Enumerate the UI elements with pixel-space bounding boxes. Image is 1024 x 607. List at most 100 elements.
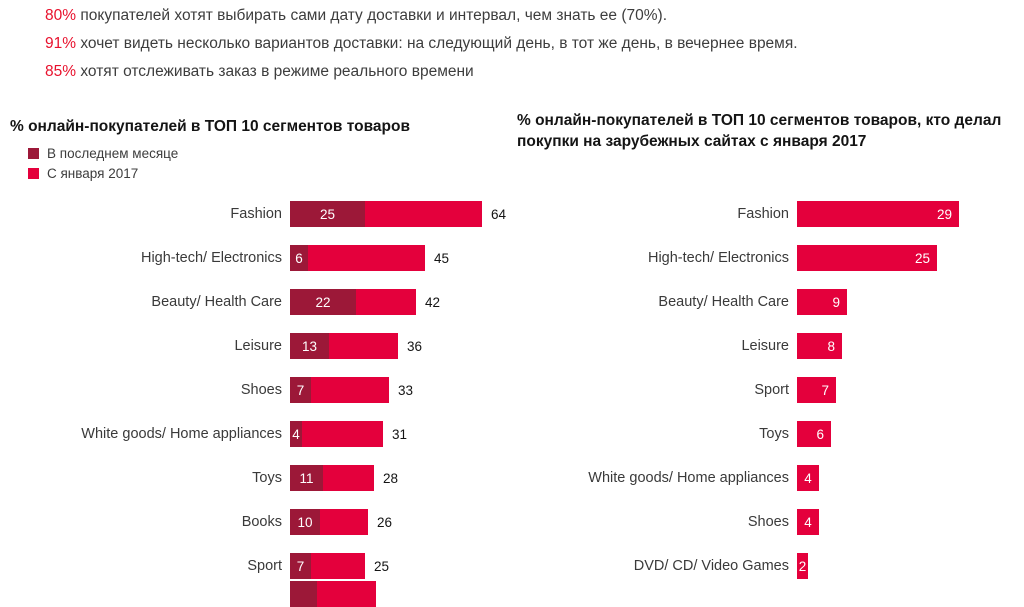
left-chart-rows: Fashion 25 64 High-tech/ Electronics 6 45 Beau… xyxy=(10,192,512,588)
bar-value: 9 xyxy=(832,294,840,310)
value-bar: 4 xyxy=(797,465,819,491)
total-bar: 25 xyxy=(290,201,482,227)
bar-value: 2 xyxy=(798,558,807,574)
bar-area: 6 xyxy=(797,421,831,447)
right-chart-title: % онлайн-покупателей в ТОП 10 сегментов … xyxy=(517,112,1002,150)
category-label: White goods/ Home appliances xyxy=(81,426,282,442)
right-chart: % онлайн-покупателей в ТОП 10 сегментов … xyxy=(517,110,1017,586)
value-bar: 4 xyxy=(797,509,819,535)
total-value: 45 xyxy=(434,250,450,266)
category-label: Shoes xyxy=(240,382,282,398)
total-bar: 10 xyxy=(290,509,368,535)
total-value: 28 xyxy=(383,470,399,486)
chart-row: Shoes 4 xyxy=(517,500,1017,544)
recent-segment: 6 xyxy=(290,245,308,271)
bar-area: 8 xyxy=(797,333,842,359)
statement-percent: 85% xyxy=(45,63,77,80)
category-label: Fashion xyxy=(737,206,789,222)
bar-area: 7 25 xyxy=(290,553,389,579)
recent-segment: 4 xyxy=(290,421,302,447)
statement: 91% хочет видеть несколько вариантов дос… xyxy=(45,30,798,58)
bar-area: 9 xyxy=(797,289,847,315)
value-bar: 8 xyxy=(797,333,842,359)
total-bar: 6 xyxy=(290,245,425,271)
recent-segment: 13 xyxy=(290,333,329,359)
chart-row: Shoes 7 33 xyxy=(10,368,512,412)
total-bar: 7 xyxy=(290,553,365,579)
chart-row: DVD/ CD/ Video Games 2 xyxy=(517,544,1017,588)
bar-area: 4 xyxy=(797,465,819,491)
total-value: 42 xyxy=(425,294,441,310)
bar-area: 11 28 xyxy=(290,465,398,491)
recent-value: 7 xyxy=(296,382,305,398)
bar-value: 25 xyxy=(914,250,930,266)
statements-list: 80% покупателей хотят выбирать сами дату… xyxy=(45,2,798,86)
category-label: Leisure xyxy=(234,338,282,354)
bar-value: 4 xyxy=(804,470,812,486)
bar-area: 6 45 xyxy=(290,245,449,271)
category-label: High-tech/ Electronics xyxy=(647,250,789,266)
total-bar: 22 xyxy=(290,289,416,315)
statement-text: хочет видеть несколько вариантов доставк… xyxy=(80,35,798,52)
recent-segment: 22 xyxy=(290,289,356,315)
left-chart: % онлайн-покупателей в ТОП 10 сегментов … xyxy=(10,116,512,586)
recent-value: 25 xyxy=(319,206,336,222)
total-value: 31 xyxy=(392,426,408,442)
chart-row: High-tech/ Electronics 25 xyxy=(517,236,1017,280)
bar-area: 7 xyxy=(797,377,836,403)
category-label: Books xyxy=(241,514,282,530)
category-label: Shoes xyxy=(747,514,789,530)
chart-row: High-tech/ Electronics 6 45 xyxy=(10,236,512,280)
bar-area: 7 33 xyxy=(290,377,413,403)
total-value: 33 xyxy=(398,382,414,398)
bar-area: 4 31 xyxy=(290,421,407,447)
chart-row: Books 10 26 xyxy=(10,500,512,544)
recent-segment: 7 xyxy=(290,553,311,579)
legend-item-since-january: С января 2017 xyxy=(28,163,512,183)
category-label: Beauty/ Health Care xyxy=(151,294,282,310)
recent-segment: 25 xyxy=(290,201,365,227)
bar-value: 29 xyxy=(936,206,952,222)
chart-row: Toys 6 xyxy=(517,412,1017,456)
bar-area: 25 xyxy=(797,245,937,271)
recent-segment: 7 xyxy=(290,377,311,403)
category-label: High-tech/ Electronics xyxy=(140,250,282,266)
category-label: DVD/ CD/ Video Games xyxy=(633,558,789,574)
clipped-row-dark-segment xyxy=(290,581,317,607)
bar-area: 22 42 xyxy=(290,289,440,315)
category-label: Sport xyxy=(754,382,789,398)
category-label: Fashion xyxy=(230,206,282,222)
recent-segment: 11 xyxy=(290,465,323,491)
bar-area: 10 26 xyxy=(290,509,392,535)
recent-value: 22 xyxy=(315,294,331,310)
chart-row: White goods/ Home appliances 4 31 xyxy=(10,412,512,456)
chart-row: Fashion 25 64 xyxy=(10,192,512,236)
bar-area: 13 36 xyxy=(290,333,422,359)
category-label: White goods/ Home appliances xyxy=(588,470,789,486)
statement: 85% хотят отслеживать заказ в режиме реа… xyxy=(45,58,798,86)
chart-row: Sport 7 xyxy=(517,368,1017,412)
value-bar: 6 xyxy=(797,421,831,447)
value-bar: 29 xyxy=(797,201,959,227)
chart-row: Fashion 29 xyxy=(517,192,1017,236)
recent-value: 6 xyxy=(295,250,303,266)
value-bar: 9 xyxy=(797,289,847,315)
value-bar: 2 xyxy=(797,553,808,579)
recent-value: 11 xyxy=(299,470,314,486)
statement-text: хотят отслеживать заказ в режиме реально… xyxy=(80,63,474,80)
total-value: 36 xyxy=(407,338,423,354)
bar-value: 6 xyxy=(816,426,824,442)
bar-area: 25 64 xyxy=(290,201,506,227)
chart-row: Leisure 8 xyxy=(517,324,1017,368)
recent-value: 7 xyxy=(296,558,305,574)
total-value: 26 xyxy=(377,514,393,530)
clipped-row-bar xyxy=(290,581,376,607)
category-label: Sport xyxy=(247,558,282,574)
chart-row: Beauty/ Health Care 9 xyxy=(517,280,1017,324)
chart-row: Sport 7 25 xyxy=(10,544,512,588)
recent-segment: 10 xyxy=(290,509,320,535)
chart-row: White goods/ Home appliances 4 xyxy=(517,456,1017,500)
total-value: 25 xyxy=(374,558,390,574)
value-bar: 25 xyxy=(797,245,937,271)
recent-value: 4 xyxy=(292,426,300,442)
